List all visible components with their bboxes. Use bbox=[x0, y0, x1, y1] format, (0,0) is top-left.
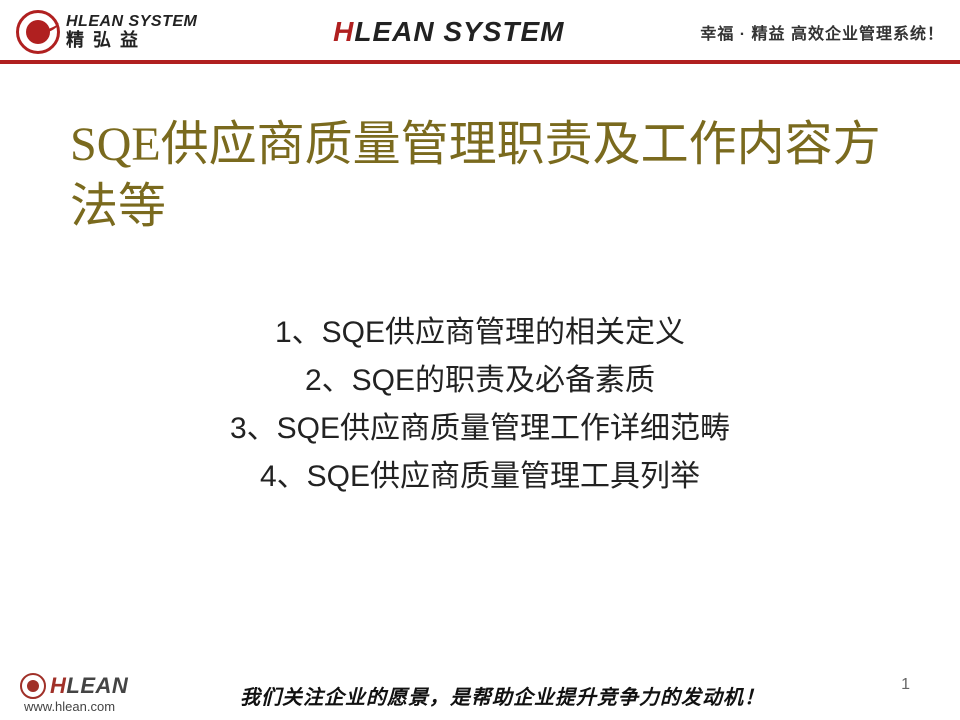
header-logo: HLEAN SYSTEM 精 弘 益 bbox=[16, 10, 197, 54]
logo-icon bbox=[16, 10, 60, 54]
header-title-h: H bbox=[333, 16, 354, 47]
logo-text: HLEAN SYSTEM 精 弘 益 bbox=[66, 14, 197, 50]
outline-item-1: 1、SQE供应商管理的相关定义 bbox=[70, 309, 890, 357]
outline-item-3: 3、SQE供应商质量管理工作详细范畴 bbox=[70, 405, 890, 453]
footer-logo-block: HLEAN www.hlean.com bbox=[20, 673, 128, 714]
slide-title: SQE供应商质量管理职责及工作内容方法等 bbox=[70, 114, 890, 239]
header-title-rest: LEAN SYSTEM bbox=[354, 16, 564, 47]
logo-english: HLEAN SYSTEM bbox=[66, 14, 197, 31]
footer-url: www.hlean.com bbox=[24, 699, 115, 714]
outline-item-2: 2、SQE的职责及必备素质 bbox=[70, 357, 890, 405]
footer-brand-text: HLEAN bbox=[50, 673, 128, 699]
header-slogan: 幸福 · 精益 高效企业管理系统！ bbox=[700, 20, 944, 44]
page-number: 1 bbox=[901, 676, 910, 694]
footer-bar: HLEAN www.hlean.com 我们关注企业的愿景，是帮助企业提升竞争力… bbox=[0, 658, 960, 720]
footer-tagline: 我们关注企业的愿景，是帮助企业提升竞争力的发动机！ bbox=[240, 681, 765, 710]
outline-list: 1、SQE供应商管理的相关定义 2、SQE的职责及必备素质 3、SQE供应商质量… bbox=[70, 309, 890, 501]
header-bar: HLEAN SYSTEM 精 弘 益 HLEAN SYSTEM 幸福 · 精益 … bbox=[0, 0, 960, 60]
outline-item-4: 4、SQE供应商质量管理工具列举 bbox=[70, 453, 890, 501]
logo-chinese: 精 弘 益 bbox=[66, 31, 197, 50]
slide-content: SQE供应商质量管理职责及工作内容方法等 1、SQE供应商管理的相关定义 2、S… bbox=[0, 64, 960, 501]
footer-logo-icon bbox=[20, 673, 46, 699]
header-title: HLEAN SYSTEM bbox=[197, 16, 700, 48]
